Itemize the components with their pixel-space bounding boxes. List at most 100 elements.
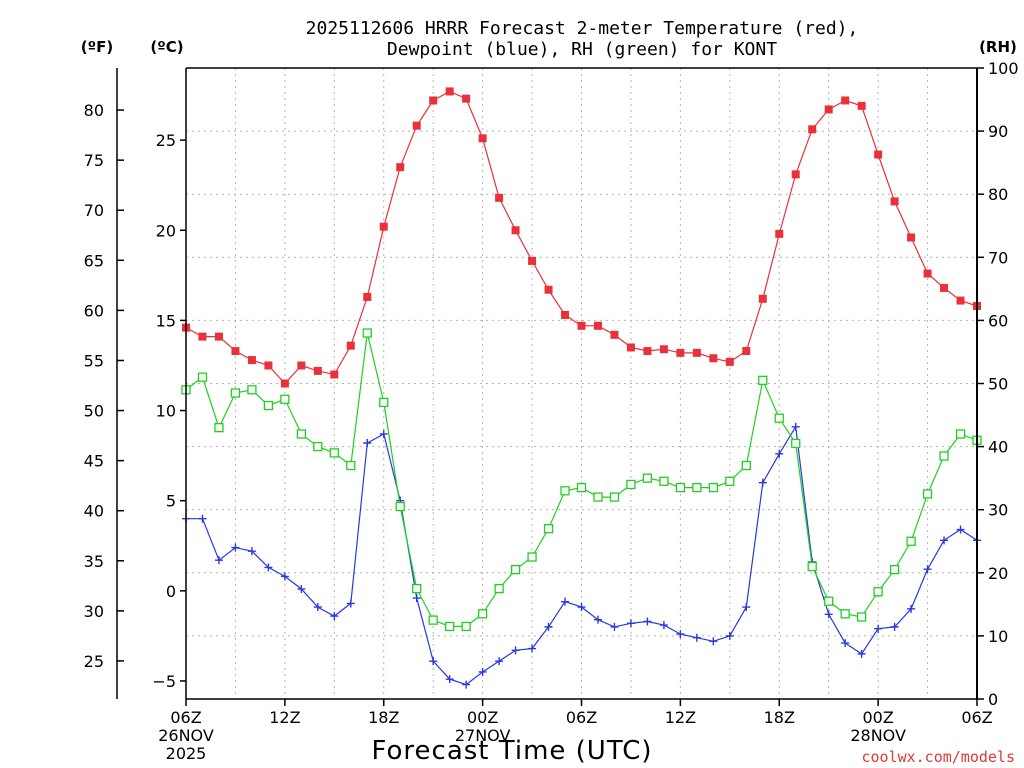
temperature-point bbox=[610, 330, 619, 339]
dewpoint-point bbox=[857, 649, 866, 658]
rh-tick-label: 30 bbox=[988, 501, 1008, 520]
dewpoint-point bbox=[313, 603, 322, 612]
rh-tick-label: 10 bbox=[988, 627, 1008, 646]
rh-tick-label: 90 bbox=[988, 122, 1008, 141]
relative-humidity-point bbox=[197, 372, 208, 382]
dewpoint-point bbox=[511, 646, 520, 655]
rh-tick-label: 60 bbox=[988, 311, 1008, 330]
x-tick-date: 27NOV bbox=[455, 726, 511, 745]
fahrenheit-tick-label: 35 bbox=[84, 552, 104, 571]
dewpoint-point bbox=[659, 621, 668, 630]
temperature-point bbox=[412, 121, 421, 130]
fahrenheit-tick-label: 80 bbox=[84, 101, 104, 120]
x-tick-label: 18Z bbox=[368, 708, 399, 727]
relative-humidity-point bbox=[395, 501, 405, 512]
dewpoint-point bbox=[791, 422, 800, 431]
temperature-point bbox=[709, 354, 718, 363]
relative-humidity-point bbox=[642, 473, 653, 483]
dewpoint-point bbox=[346, 599, 355, 608]
temperature-point bbox=[890, 197, 899, 206]
temperature-point bbox=[379, 222, 388, 231]
relative-humidity-point bbox=[576, 482, 587, 493]
relative-humidity-point bbox=[412, 583, 422, 594]
dewpoint-point bbox=[429, 657, 438, 666]
relative-humidity-point bbox=[741, 460, 751, 471]
dewpoint-point bbox=[198, 514, 207, 523]
temperature-point bbox=[775, 229, 784, 238]
relative-humidity-point bbox=[807, 561, 817, 572]
x-tick-label: 06Z bbox=[961, 708, 992, 727]
relative-humidity-point bbox=[791, 438, 801, 449]
relative-humidity-point bbox=[873, 587, 883, 597]
temperature-point bbox=[907, 233, 916, 242]
temperature-point bbox=[330, 370, 339, 379]
relative-humidity-point bbox=[758, 375, 768, 385]
relative-humidity-point bbox=[313, 441, 323, 452]
chart-title-line1: 2025112606 HRRR Forecast 2-meter Tempera… bbox=[306, 18, 859, 39]
temperature-point bbox=[396, 163, 405, 172]
temperature-point bbox=[824, 105, 833, 114]
dewpoint-point bbox=[412, 594, 421, 603]
relative-humidity-point bbox=[856, 612, 867, 622]
fahrenheit-tick-label: 75 bbox=[84, 151, 104, 170]
x-tick-label: 06Z bbox=[566, 708, 597, 727]
temperature-point bbox=[923, 269, 932, 278]
dewpoint-point bbox=[890, 622, 899, 631]
rh-tick-label: 70 bbox=[988, 248, 1008, 267]
temperature-point bbox=[544, 285, 553, 294]
x-tick-label: 06Z bbox=[170, 708, 201, 727]
relative-humidity-point bbox=[379, 397, 389, 408]
relative-humidity-point bbox=[214, 423, 224, 433]
temperature-point bbox=[231, 347, 240, 356]
dewpoint-point bbox=[692, 633, 701, 642]
x-tick-date: 28NOV bbox=[850, 726, 906, 745]
dewpoint-point bbox=[956, 525, 965, 534]
temperature-series bbox=[182, 87, 981, 388]
fahrenheit-tick-label: 70 bbox=[84, 201, 104, 220]
dewpoint-point bbox=[610, 622, 619, 631]
temperature-point bbox=[511, 226, 520, 235]
rh-tick-label: 100 bbox=[988, 59, 1019, 78]
dewpoint-point bbox=[758, 478, 767, 487]
relative-humidity-point bbox=[543, 523, 554, 534]
temperature-point bbox=[791, 170, 800, 179]
relative-humidity-point bbox=[725, 476, 735, 486]
temperature-point bbox=[198, 332, 207, 341]
dewpoint-point bbox=[330, 612, 339, 621]
dewpoint-point bbox=[824, 610, 833, 619]
relative-humidity-point bbox=[428, 615, 438, 625]
temperature-point bbox=[808, 125, 817, 134]
relative-humidity-point bbox=[840, 609, 850, 619]
temperature-point bbox=[577, 321, 586, 330]
temperature-point bbox=[758, 294, 767, 303]
relative-humidity-point bbox=[609, 492, 620, 502]
dewpoint-point bbox=[379, 429, 388, 438]
fahrenheit-tick-label: 25 bbox=[84, 652, 104, 671]
dewpoint-point bbox=[593, 615, 602, 624]
fahrenheit-tick-label: 50 bbox=[84, 402, 104, 421]
relative-humidity-point bbox=[560, 486, 570, 496]
fahrenheit-tick-label: 55 bbox=[84, 351, 104, 370]
relative-humidity-point bbox=[626, 479, 636, 490]
temperature-point bbox=[264, 361, 273, 370]
relative-humidity-point bbox=[889, 564, 900, 575]
relative-humidity-point bbox=[593, 492, 603, 502]
temperature-point bbox=[313, 366, 322, 375]
dewpoint-point bbox=[462, 680, 471, 689]
temperature-point bbox=[462, 94, 471, 103]
dewpoint-point bbox=[643, 617, 652, 626]
fahrenheit-tick-label: 40 bbox=[84, 502, 104, 521]
x-tick-date: 26NOV bbox=[158, 726, 214, 745]
temperature-point bbox=[742, 347, 751, 356]
relative-humidity-point bbox=[329, 448, 339, 458]
dewpoint-point bbox=[297, 585, 306, 594]
rh-axis-unit: (RH) bbox=[979, 38, 1017, 56]
dewpoint-point bbox=[775, 449, 784, 458]
temperature-point bbox=[478, 134, 487, 143]
rh-tick-label: 20 bbox=[988, 564, 1008, 583]
relative-humidity-point bbox=[906, 536, 916, 546]
dewpoint-point bbox=[577, 603, 586, 612]
relative-humidity-point bbox=[527, 552, 537, 562]
fahrenheit-axis-unit: (ºF) bbox=[81, 38, 113, 56]
